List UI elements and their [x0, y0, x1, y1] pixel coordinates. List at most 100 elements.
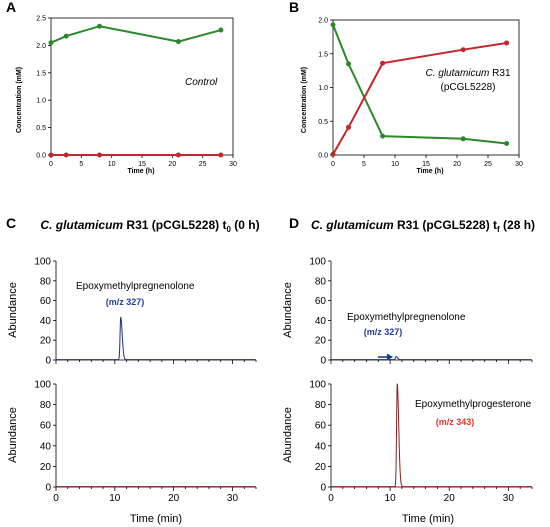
y-tick-label-d-bottom: 20 [315, 462, 327, 473]
data-point-b-0 [330, 22, 336, 28]
panel-label-c: C [6, 215, 16, 231]
y-tick-label-a: 0.5 [36, 125, 46, 132]
data-point-b-1 [330, 151, 336, 157]
panel-c: C C. glutamicum R31 (pCGL5228) t0 (0 h) … [6, 215, 260, 525]
y-tick-label-c-top: 0 [45, 356, 51, 367]
y-tick-label-d-top: 60 [315, 296, 327, 307]
y-axis-label-b: Concentration (mM) [301, 67, 308, 133]
chromatogram-trace-d-bottom [331, 383, 532, 488]
x-tick-label-a: 25 [199, 161, 207, 168]
plot-area-a: 0 5 10 15 20 25 30 0.0 0.5 1.0 1.5 2.0 2.5 [36, 16, 237, 169]
data-point-b-1 [346, 124, 351, 130]
y-axis-label-a: Concentration (mM) [16, 67, 23, 133]
panel-label-d: D [289, 215, 299, 231]
y-axis-label-d-bottom: Abundance [282, 407, 294, 463]
x-axis-label-c: Time (min) [130, 513, 182, 525]
data-point-b-1 [380, 60, 386, 66]
x-axis-label-b: Time (h) [416, 168, 443, 175]
y-tick-label-a: 2.5 [36, 16, 46, 23]
data-point-a-0 [97, 23, 103, 29]
y-tick-label-b: 1.0 [318, 85, 328, 92]
y-tick-label-d-top: 0 [320, 356, 326, 367]
panel-label-b: B [289, 0, 299, 15]
data-point-a-1 [48, 152, 54, 158]
y-tick-label-d-bottom: 100 [309, 380, 326, 391]
data-point-b-0 [380, 133, 386, 139]
x-axis-label-a: Time (h) [127, 168, 154, 175]
y-tick-label-a: 1.5 [36, 70, 46, 77]
title-c-rest: R31 (pCGL5228) t [123, 218, 226, 232]
annotation-strain-b: C. glutamicum R31 [425, 68, 510, 79]
x-tick-label-c-bottom: 30 [227, 493, 239, 504]
annotation-mz-d-top: (m/z 327) [364, 327, 403, 337]
y-tick-label-c-bottom: 20 [40, 462, 52, 473]
title-c-italic: C. glutamicum [40, 218, 123, 232]
panel-label-a: A [6, 0, 16, 15]
y-tick-label-d-top: 40 [315, 316, 327, 327]
x-tick-label-b: 15 [422, 161, 430, 168]
y-tick-label-a: 1.0 [36, 98, 46, 105]
data-point-b-0 [460, 136, 466, 142]
x-tick-label-a: 0 [49, 161, 53, 168]
y-tick-label-d-bottom: 0 [320, 483, 326, 494]
y-axis-label-c-bottom: Abundance [7, 407, 19, 463]
plot-area-c: 0 20 40 60 80 100 0 20 40 60 80 100 0 10 20 30 [34, 257, 257, 504]
annotation-mz-d-bottom: (m/z 343) [436, 417, 475, 427]
x-tick-label-b: 20 [453, 161, 461, 168]
series-line-a-0 [50, 25, 222, 44]
data-point-a-0 [63, 33, 69, 39]
arrow-head-d [387, 353, 394, 361]
data-point-a-1 [218, 152, 224, 158]
x-tick-label-c-bottom: 0 [53, 493, 59, 504]
annotation-compound-d-bottom: Epoxymethylprogesterone [415, 399, 532, 410]
x-tick-label-d-bottom: 20 [444, 493, 456, 504]
x-tick-label-b: 25 [484, 161, 492, 168]
annotation-control: Control [185, 77, 218, 88]
data-point-a-1 [63, 152, 69, 158]
data-point-a-1 [175, 152, 181, 158]
y-tick-label-d-top: 100 [309, 257, 326, 268]
data-point-a-1 [97, 152, 103, 158]
title-c-end: (0 h) [231, 218, 260, 232]
chromatogram-title-d: C. glutamicum R31 (pCGL5228) tf (28 h) [311, 218, 535, 234]
y-tick-label-d-bottom: 40 [315, 441, 327, 452]
x-tick-label-c-bottom: 10 [109, 493, 121, 504]
chromatogram-title-c: C. glutamicum R31 (pCGL5228) t0 (0 h) [40, 218, 259, 234]
x-tick-label-a: 5 [79, 161, 83, 168]
y-tick-label-c-top: 60 [40, 296, 52, 307]
x-tick-label-a: 15 [138, 161, 146, 168]
chromatogram-trace-c-top [56, 316, 256, 361]
y-tick-label-c-bottom: 60 [40, 421, 52, 432]
data-point-a-0 [218, 27, 224, 33]
title-d-italic: C. glutamicum [311, 218, 394, 232]
annotation-compound-d-top: Epoxymethylpregnenolone [347, 312, 466, 323]
panel-a: A Concentration (mM) Time (h) Control 0 5… [6, 0, 237, 175]
data-point-b-1 [504, 40, 510, 46]
y-tick-label-c-top: 20 [40, 336, 52, 347]
data-point-b-1 [460, 47, 466, 53]
data-point-a-0 [175, 39, 181, 45]
y-tick-label-c-bottom: 80 [40, 400, 52, 411]
title-d-sub: f [497, 225, 500, 234]
y-tick-label-d-top: 80 [315, 276, 327, 287]
x-tick-label-d-bottom: 0 [328, 493, 334, 504]
y-tick-label-a: 2.0 [36, 43, 46, 50]
y-tick-label-b: 1.5 [318, 51, 328, 58]
y-tick-label-b: 0.0 [318, 153, 328, 160]
y-tick-label-c-bottom: 100 [34, 380, 51, 391]
x-tick-label-d-bottom: 30 [503, 493, 515, 504]
y-tick-label-b: 2.0 [318, 18, 328, 25]
x-tick-label-a: 20 [168, 161, 176, 168]
y-tick-label-c-top: 40 [40, 316, 52, 327]
y-tick-label-c-bottom: 40 [40, 441, 52, 452]
title-d-rest: R31 (pCGL5228) t [394, 218, 497, 232]
plot-area-b: 0 5 10 15 20 25 30 0.0 0.5 1.0 1.5 2.0 [318, 18, 523, 169]
panel-b: B Concentration (mM) Time (h) C. glutami… [289, 0, 523, 175]
x-tick-label-b: 0 [331, 161, 335, 168]
y-tick-label-c-top: 100 [34, 257, 51, 268]
title-d-end: (28 h) [500, 218, 535, 232]
y-axis-label-c-top: Abundance [7, 282, 19, 338]
y-tick-label-d-bottom: 60 [315, 421, 327, 432]
y-axis-label-d-top: Abundance [282, 282, 294, 338]
